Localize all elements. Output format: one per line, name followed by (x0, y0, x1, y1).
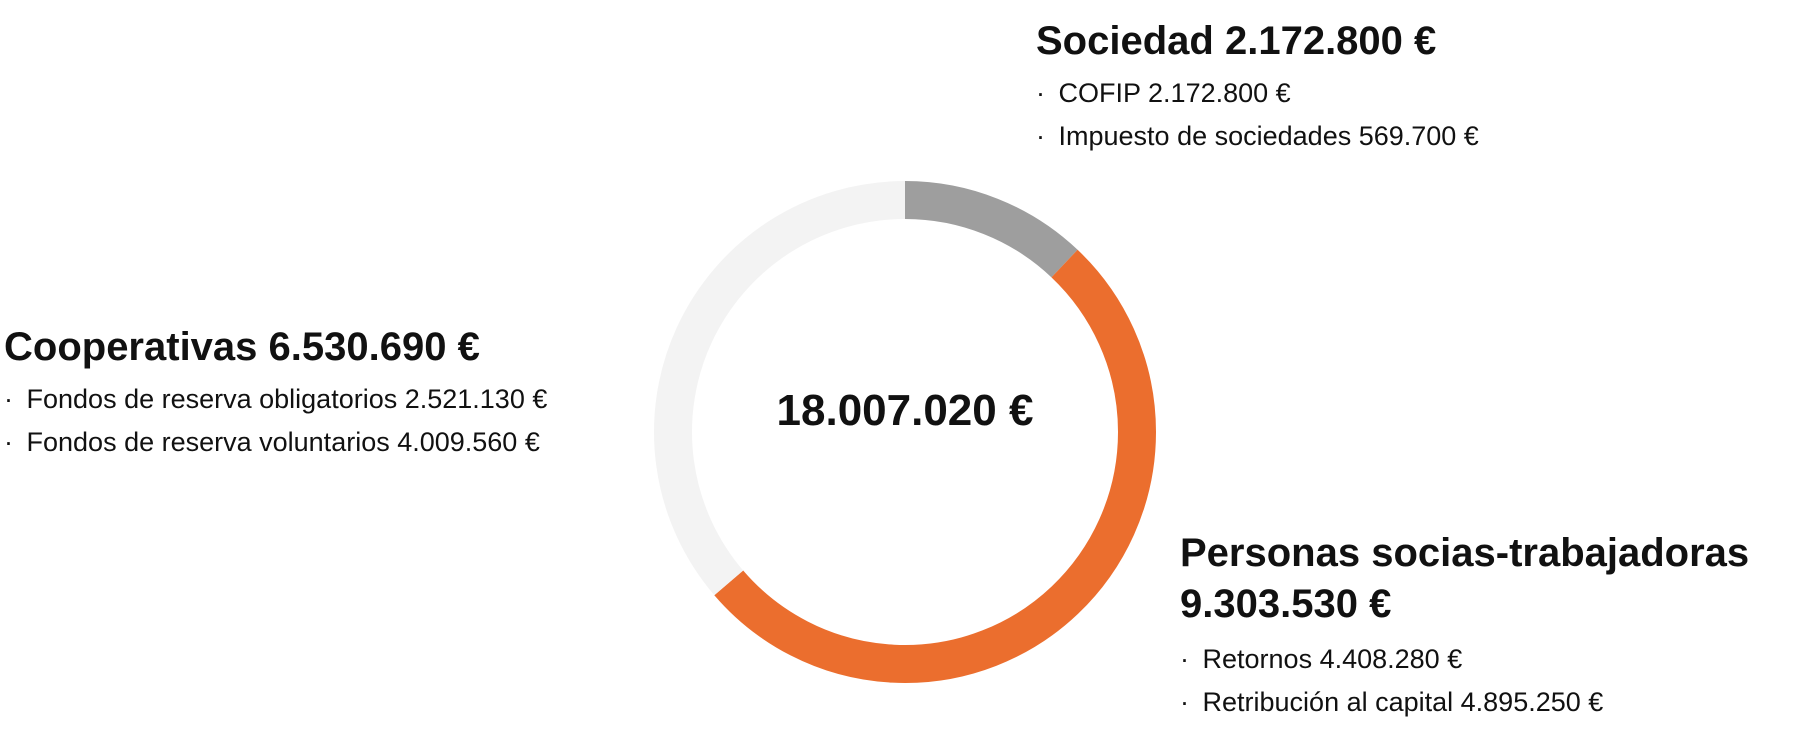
legend-item-reserva-voluntarios: · Fondos de reserva voluntarios 4.009.56… (4, 421, 547, 464)
legend-group-sociedad: Sociedad 2.172.800 € · COFIP 2.172.800 €… (1036, 16, 1479, 158)
bullet: · (1036, 121, 1045, 151)
bullet: · (4, 427, 13, 457)
legend-name-cooperativas: Cooperativas (4, 325, 258, 369)
legend-amount-personas: 9.303.530 € (1180, 582, 1392, 626)
legend-item-text: Retornos 4.408.280 € (1202, 644, 1463, 674)
legend-item-text: Fondos de reserva obligatorios 2.521.130… (26, 384, 548, 414)
legend-item-reserva-obligatorios: · Fondos de reserva obligatorios 2.521.1… (4, 378, 547, 421)
legend-item-text: Impuesto de sociedades 569.700 € (1058, 121, 1479, 151)
legend-amount-cooperativas: 6.530.690 € (268, 325, 480, 369)
bullet: · (1180, 644, 1189, 674)
legend-group-cooperativas: Cooperativas 6.530.690 € · Fondos de res… (4, 322, 547, 464)
bullet: · (4, 384, 13, 414)
donut-slice-cooperativas (654, 181, 906, 596)
legend-item-text: COFIP 2.172.800 € (1058, 78, 1291, 108)
legend-amount-sociedad: 2.172.800 € (1224, 19, 1437, 63)
legend-item-impuesto-sociedades: · Impuesto de sociedades 569.700 € (1036, 115, 1479, 158)
legend-name-personas: Personas socias-trabajadoras (1180, 531, 1750, 575)
legend-item-retribucion-capital: · Retribución al capital 4.895.250 € (1180, 681, 1749, 724)
legend-title-cooperativas: Cooperativas 6.530.690 € (4, 322, 547, 372)
legend-item-text: Retribución al capital 4.895.250 € (1202, 687, 1604, 717)
legend-title-personas: Personas socias-trabajadoras 9.303.530 € (1180, 528, 1749, 630)
legend-item-cofip: · COFIP 2.172.800 € (1036, 72, 1479, 115)
donut-slice-personas (714, 249, 1156, 683)
donut-slice-sociedad (904, 181, 1078, 278)
total-label: 18.007.020 € (777, 386, 1034, 435)
bullet: · (1036, 78, 1045, 108)
bullet: · (1180, 687, 1189, 717)
legend-item-retornos: · Retornos 4.408.280 € (1180, 638, 1749, 681)
legend-group-personas: Personas socias-trabajadoras 9.303.530 €… (1180, 528, 1749, 724)
legend-title-sociedad: Sociedad 2.172.800 € (1036, 16, 1479, 66)
legend-name-sociedad: Sociedad (1036, 19, 1214, 63)
legend-item-text: Fondos de reserva voluntarios 4.009.560 … (26, 427, 540, 457)
